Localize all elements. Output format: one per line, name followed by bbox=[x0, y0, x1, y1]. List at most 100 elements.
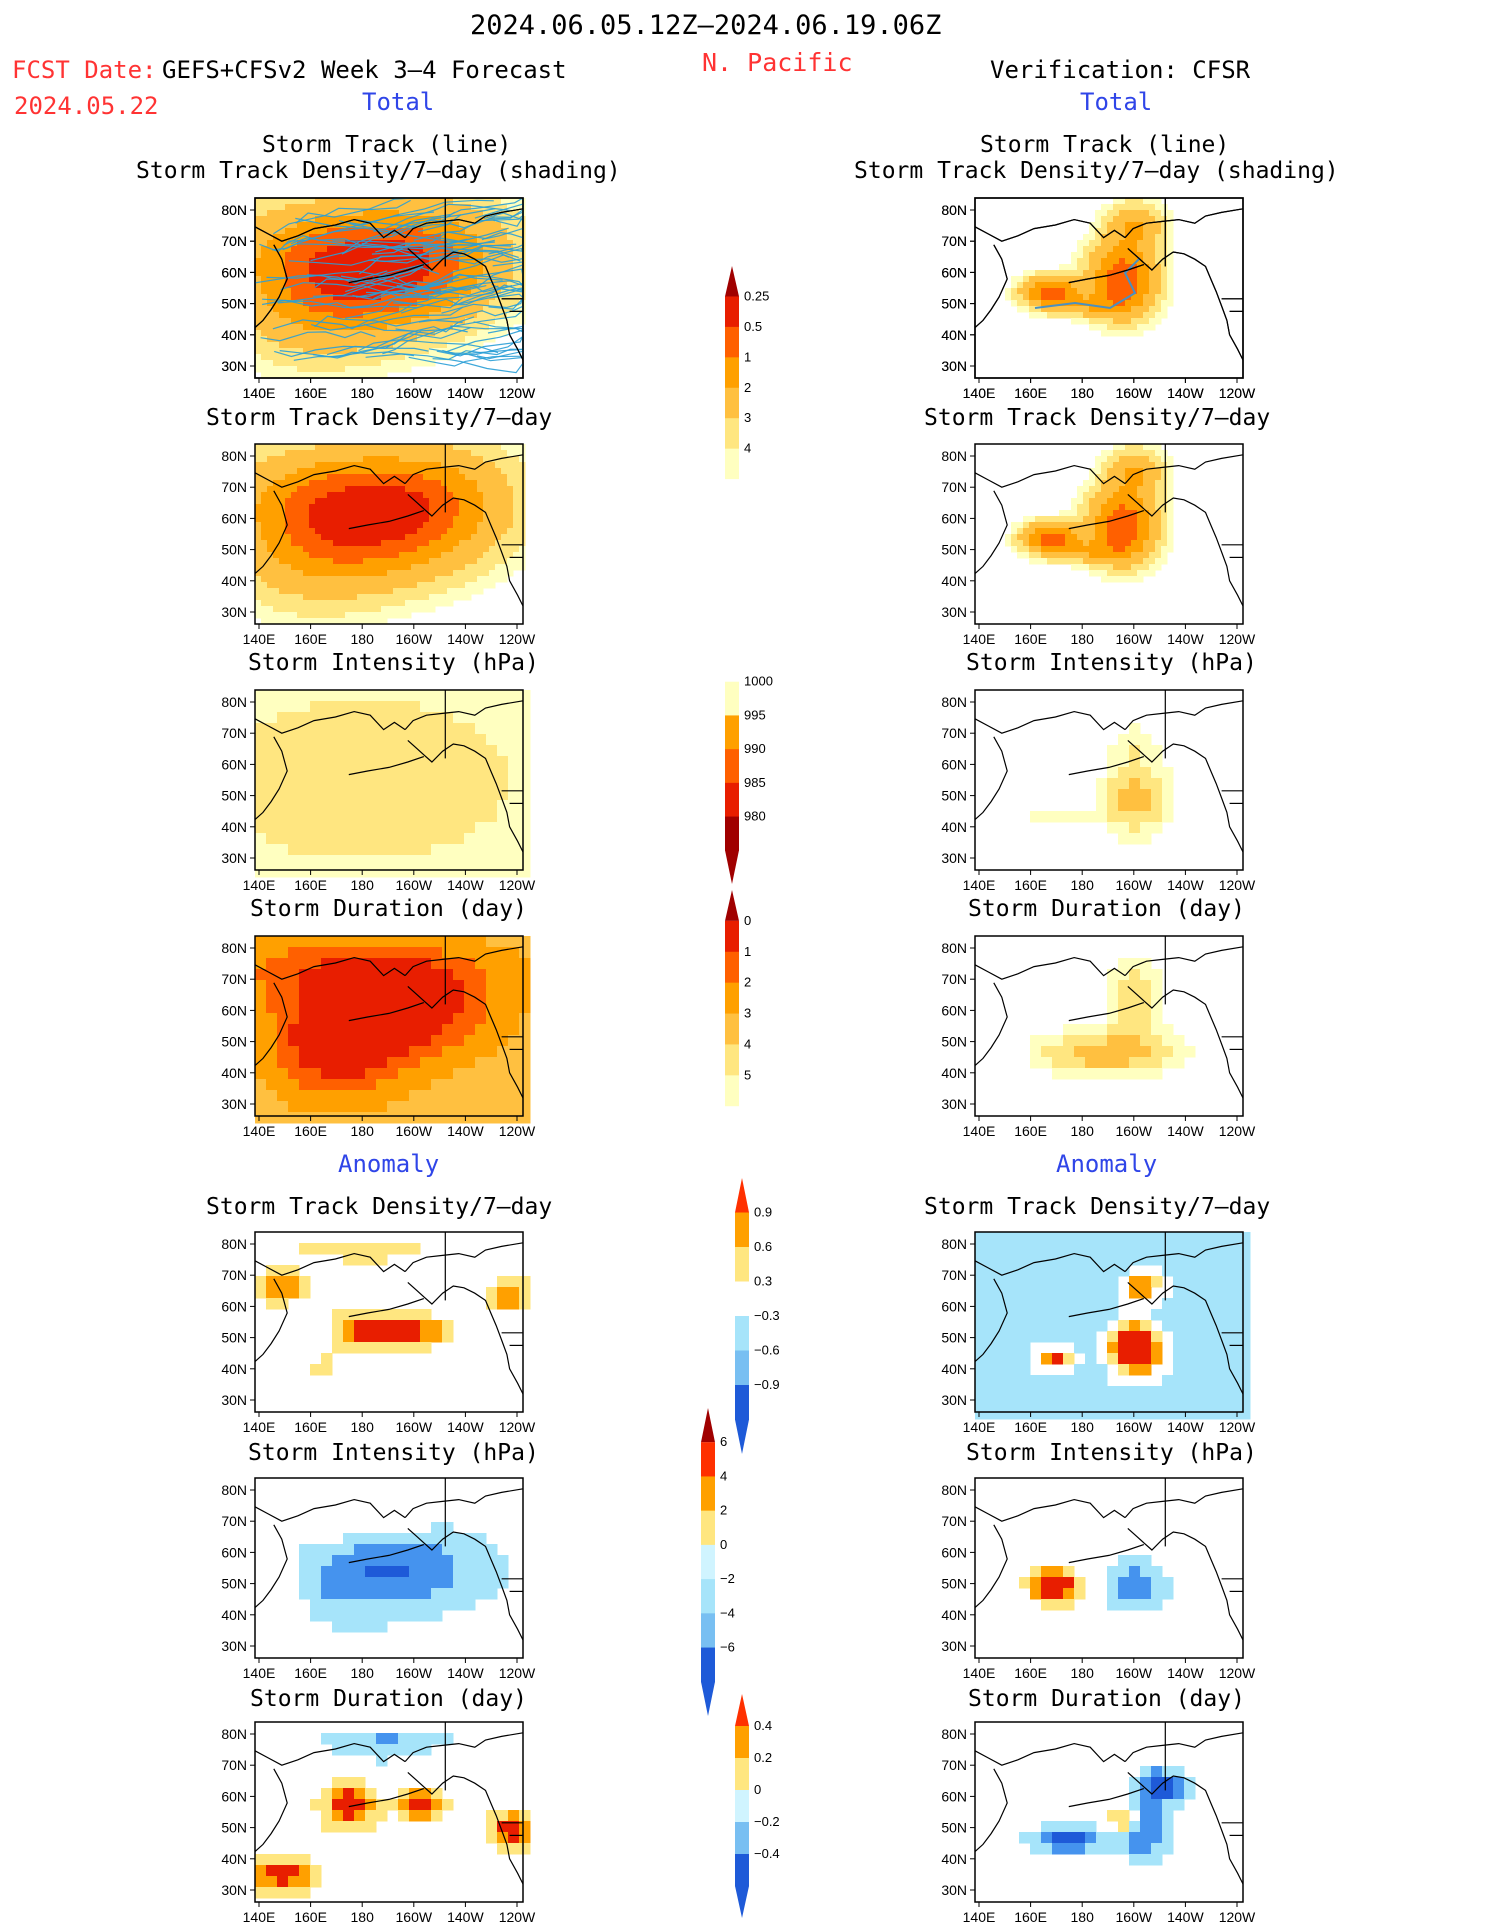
map-cell bbox=[279, 498, 286, 505]
map-cell bbox=[405, 336, 412, 343]
map-cell bbox=[1131, 198, 1138, 205]
map-cell bbox=[453, 855, 465, 867]
lon-tick-label: 160E bbox=[294, 631, 327, 647]
map-cell bbox=[1155, 492, 1162, 499]
map-cell bbox=[297, 582, 304, 589]
map-cell bbox=[332, 855, 344, 867]
map-cell bbox=[343, 947, 355, 959]
map-cell bbox=[497, 866, 509, 878]
map-cell bbox=[1011, 546, 1018, 553]
map-cell bbox=[267, 522, 274, 529]
map-cell bbox=[255, 1101, 267, 1113]
map-cell bbox=[277, 745, 289, 757]
map-cell bbox=[486, 1112, 498, 1124]
map-cell bbox=[273, 318, 280, 325]
map-cell bbox=[375, 240, 382, 247]
map-cell bbox=[393, 558, 400, 565]
map-cell bbox=[513, 444, 520, 451]
map-cell bbox=[357, 504, 364, 511]
map-cell bbox=[497, 1068, 509, 1080]
map-cell bbox=[303, 522, 310, 529]
map-cell bbox=[1143, 234, 1150, 241]
map-cell bbox=[309, 612, 316, 619]
map-cell bbox=[310, 958, 322, 970]
map-cell bbox=[453, 510, 460, 517]
map-cell bbox=[255, 324, 262, 331]
map-cell bbox=[327, 558, 334, 565]
map-cell bbox=[393, 360, 400, 367]
map-cell bbox=[376, 855, 388, 867]
map-cell bbox=[297, 444, 304, 451]
map-cell bbox=[315, 372, 322, 379]
map-cell bbox=[477, 246, 484, 253]
map-cell bbox=[273, 354, 280, 361]
map-cell bbox=[297, 240, 304, 247]
map-cell bbox=[1071, 564, 1078, 571]
panel-title-l5: Storm Track Density/7–day bbox=[206, 1194, 553, 1220]
map-cell bbox=[497, 980, 509, 992]
map-cell bbox=[1107, 822, 1119, 834]
map-cell bbox=[393, 210, 400, 217]
map-cell bbox=[507, 504, 514, 511]
map-cell bbox=[497, 1101, 509, 1113]
map-cell bbox=[1113, 306, 1120, 313]
map-cell bbox=[369, 474, 376, 481]
map-cell bbox=[507, 558, 514, 565]
map-cell bbox=[442, 958, 454, 970]
map-cell bbox=[1085, 1046, 1097, 1058]
map-cell bbox=[486, 1287, 498, 1299]
map-cell bbox=[1119, 252, 1126, 259]
map-cell bbox=[1149, 486, 1156, 493]
coastline bbox=[254, 690, 524, 853]
map-cell bbox=[417, 492, 424, 499]
map-cell bbox=[453, 767, 465, 779]
map-cell bbox=[309, 558, 316, 565]
map-cell bbox=[299, 947, 311, 959]
map-cell bbox=[1089, 240, 1096, 247]
map-cell bbox=[393, 204, 400, 211]
map-cell bbox=[1089, 522, 1096, 529]
map-cell bbox=[1041, 811, 1053, 823]
map-cell bbox=[1101, 318, 1108, 325]
map-cell bbox=[375, 342, 382, 349]
map-cell bbox=[277, 855, 289, 867]
map-cell bbox=[447, 330, 454, 337]
map-cell bbox=[381, 534, 388, 541]
map-cell bbox=[1131, 228, 1138, 235]
map-cell bbox=[285, 342, 292, 349]
map-cell bbox=[1149, 468, 1156, 475]
map-cell bbox=[1195, 1243, 1207, 1255]
map-cell bbox=[465, 486, 472, 493]
map-cell bbox=[363, 540, 370, 547]
map-cell bbox=[309, 564, 316, 571]
map-cell bbox=[508, 778, 520, 790]
map-cell bbox=[303, 264, 310, 271]
panel-title-l1b: Storm Track Density/7–day (shading) bbox=[136, 158, 621, 184]
map-cell bbox=[420, 1112, 432, 1124]
map-cell bbox=[1195, 1232, 1207, 1244]
map-cell bbox=[255, 210, 262, 217]
map-cell bbox=[513, 318, 520, 325]
coastline-segment bbox=[348, 264, 424, 284]
map-cell bbox=[339, 216, 346, 223]
map-cell bbox=[1065, 546, 1072, 553]
map-cell bbox=[333, 600, 340, 607]
map-cell bbox=[1125, 558, 1132, 565]
map-cell bbox=[375, 456, 382, 463]
map-cell bbox=[423, 504, 430, 511]
map-cell bbox=[1101, 300, 1108, 307]
map-cell bbox=[1047, 270, 1054, 277]
map-cell bbox=[411, 456, 418, 463]
map-cell bbox=[429, 288, 436, 295]
map-cell bbox=[489, 312, 496, 319]
map-cell bbox=[1077, 270, 1084, 277]
map-cell bbox=[442, 833, 454, 845]
map-cell bbox=[261, 294, 268, 301]
map-cell bbox=[261, 558, 268, 565]
map-cell bbox=[365, 844, 377, 856]
map-cell bbox=[1017, 300, 1024, 307]
map-cell bbox=[435, 444, 442, 451]
map-cell bbox=[357, 210, 364, 217]
map-cell bbox=[1023, 276, 1030, 283]
map-cell bbox=[1089, 504, 1096, 511]
